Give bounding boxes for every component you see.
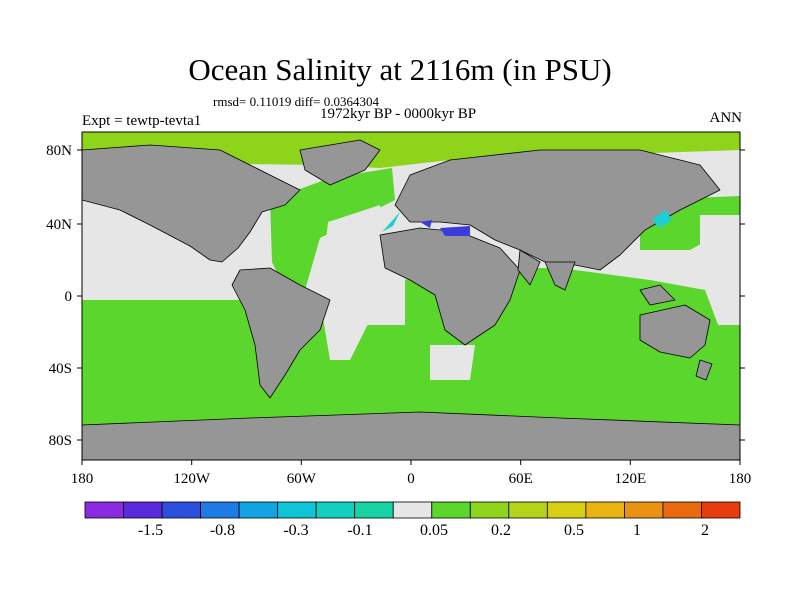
antarctica-land (82, 411, 740, 460)
japan-sea-cyan (652, 210, 672, 228)
australia-land (639, 304, 711, 359)
south-atlantic-grey (430, 345, 475, 380)
colorbar-label: 0.2 (491, 522, 511, 539)
west-pacific-grey (700, 215, 740, 280)
west-mediterranean-blue (420, 220, 432, 228)
lon-tick-label: 0 (407, 471, 415, 487)
longitude-axis: 180 120W 60W 0 60E 120E 180 (71, 460, 752, 487)
latitude-axis: 80N 40N 0 40S 80S (46, 143, 745, 449)
experiment-label: Expt = tewtp-tevta1 (82, 113, 202, 129)
east-mediterranean-blue (440, 226, 470, 236)
lon-tick-label: 180 (729, 471, 752, 487)
colorbar-swatch (431, 501, 471, 519)
negative-anomaly-regions (382, 210, 672, 236)
colorbar-label: 1 (633, 522, 641, 539)
colorbar-label: 2 (701, 522, 709, 539)
mediterranean-outflow-cyan (382, 212, 400, 232)
central-atlantic-grey (320, 205, 385, 360)
stats-line: rmsd= 0.11019 diff= 0.0364304 (213, 94, 379, 109)
arctic-ocean-green (82, 132, 740, 168)
lat-tick-label: 40S (49, 361, 72, 377)
colorbar-swatch (238, 501, 279, 519)
arabia-land (517, 249, 541, 286)
colorbar-swatch (392, 501, 433, 519)
colorbar-label: -0.8 (210, 522, 235, 539)
colorbar-swatch (701, 501, 741, 519)
lon-tick-label: 120E (614, 471, 646, 487)
colorbar-swatch (546, 501, 587, 519)
period-label: 1972kyr BP - 0000kyr BP (320, 106, 477, 122)
colorbar-label: 0.5 (564, 522, 584, 539)
colorbar-swatch (123, 501, 163, 519)
lat-tick-label: 0 (65, 289, 73, 305)
lon-tick-label: 60W (287, 471, 317, 487)
colorbar-swatch (84, 501, 124, 519)
colorbar-swatch (354, 501, 394, 519)
lat-tick-label: 80S (49, 433, 72, 449)
colorbar-swatch (624, 501, 664, 519)
colorbar: -1.5 -0.8 -0.3 -0.1 0.05 0.2 0.5 1 2 (84, 501, 741, 539)
colorbar-swatch (200, 501, 240, 519)
south-america-land (231, 267, 331, 399)
colorbar-swatch (469, 501, 510, 519)
lat-tick-label: 80N (46, 143, 72, 159)
lon-tick-label: 180 (71, 471, 94, 487)
colorbar-swatch (662, 501, 702, 519)
colorbar-label: -0.3 (283, 522, 308, 539)
lat-tick-label: 40N (46, 217, 72, 233)
north-atlantic-green (270, 168, 395, 300)
colorbar-label: 0.05 (420, 522, 448, 539)
india-land (544, 261, 576, 291)
indonesia-land (639, 284, 676, 306)
colorbar-swatch (277, 501, 317, 519)
eurasia-land (394, 149, 721, 271)
north-america-land (82, 144, 301, 263)
colorbar-label: -1.5 (138, 522, 163, 539)
new-zealand-land (695, 359, 713, 381)
lon-tick-label: 120W (173, 471, 211, 487)
colorbar-swatch (585, 501, 625, 519)
season-label: ANN (709, 110, 743, 126)
colorbar-swatch (161, 501, 201, 519)
chart-title: Ocean Salinity at 2116m (in PSU) (188, 52, 612, 87)
colorbar-swatch (508, 501, 548, 519)
map-panel (82, 132, 740, 460)
colorbar-label: -0.1 (347, 522, 372, 539)
land-masses (82, 139, 740, 460)
lon-tick-label: 60E (509, 471, 533, 487)
greenland-land (299, 139, 381, 186)
colorbar-swatch (315, 501, 356, 519)
